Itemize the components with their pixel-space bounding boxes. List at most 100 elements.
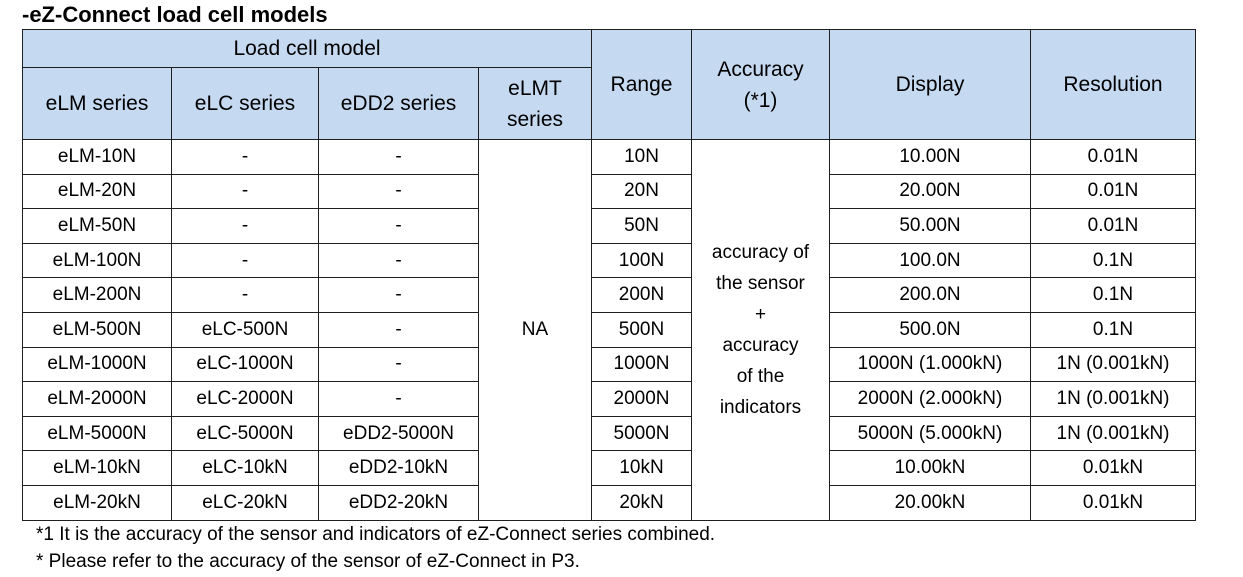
display-cell: 5000N (5.000kN): [829, 415, 1031, 452]
accuracy-line: of the: [736, 365, 785, 387]
display-cell: 2000N (2.000kN): [829, 381, 1031, 417]
elm-model-cell: eLM-20kN: [22, 484, 172, 521]
table-row: eLM-20N - - 20N 20.00N 0.01N: [22, 173, 1196, 210]
elm-series-header: eLM series: [22, 67, 172, 140]
resolution-cell: 1N (0.001kN): [1030, 346, 1196, 383]
table-row: eLM-10N - - NA 10N accuracy of the senso…: [22, 139, 1196, 521]
elc-model-cell: -: [171, 208, 319, 244]
display-cell: 1000N (1.000kN): [829, 346, 1031, 383]
elm-model-cell: eLM-100N: [22, 242, 172, 279]
accuracy-line: the sensor: [716, 272, 805, 294]
elm-model-cell: eLM-5000N: [22, 415, 172, 452]
footnote-sensor-reference: * Please refer to the accuracy of the se…: [36, 551, 580, 572]
table-row: eLM-50N - - 50N 50.00N 0.01N: [22, 208, 1196, 244]
edd2-model-cell: -: [318, 311, 479, 348]
range-cell: 500N: [591, 311, 692, 348]
elc-model-cell: eLC-20kN: [171, 484, 319, 521]
elc-model-cell: -: [171, 173, 319, 210]
display-cell: 20.00kN: [829, 484, 1031, 521]
footnotes: *1 It is the accuracy of the sensor and …: [36, 521, 715, 575]
edd2-model-cell: eDD2-5000N: [318, 415, 479, 452]
elmt-value-cell: NA: [478, 139, 592, 521]
range-cell: 10kN: [591, 450, 692, 486]
display-cell: 200.0N: [829, 277, 1031, 313]
accuracy-note-cell: accuracy of the sensor + accuracy of the…: [691, 139, 830, 521]
display-cell: 10.00N: [829, 139, 1031, 175]
elm-model-cell: eLM-500N: [22, 311, 172, 348]
range-cell: 100N: [591, 242, 692, 279]
elc-model-cell: -: [171, 139, 319, 175]
elm-model-cell: eLM-20N: [22, 173, 172, 210]
resolution-cell: 0.01N: [1030, 208, 1196, 244]
range-header: Range: [591, 29, 692, 140]
elmt-header-line1: eLMT: [508, 76, 562, 100]
edd2-model-cell: -: [318, 208, 479, 244]
edd2-model-cell: -: [318, 346, 479, 383]
edd2-model-cell: eDD2-20kN: [318, 484, 479, 521]
elm-model-cell: eLM-10N: [22, 139, 172, 175]
elm-model-cell: eLM-200N: [22, 277, 172, 313]
table-row: eLM-2000N eLC-2000N - 2000N 2000N (2.000…: [22, 381, 1196, 417]
accuracy-line: +: [754, 303, 767, 325]
range-cell: 1000N: [591, 346, 692, 383]
footnote-accuracy: *1 It is the accuracy of the sensor and …: [36, 524, 716, 545]
range-cell: 50N: [591, 208, 692, 244]
elm-model-cell: eLM-50N: [22, 208, 172, 244]
elc-model-cell: eLC-2000N: [171, 381, 319, 417]
load-cell-spec-table: Load cell model Range Accuracy (*1) Disp…: [22, 29, 1196, 521]
edd2-model-cell: eDD2-10kN: [318, 450, 479, 486]
resolution-header: Resolution: [1030, 29, 1196, 140]
elm-model-cell: eLM-2000N: [22, 381, 172, 417]
resolution-cell: 0.01kN: [1030, 450, 1196, 486]
resolution-cell: 0.01kN: [1030, 484, 1196, 521]
display-cell: 100.0N: [829, 242, 1031, 279]
elm-model-cell: eLM-1000N: [22, 346, 172, 383]
elc-model-cell: eLC-5000N: [171, 415, 319, 452]
display-cell: 20.00N: [829, 173, 1031, 210]
resolution-cell: 0.1N: [1030, 311, 1196, 348]
table-row: eLM-10kN eLC-10kN eDD2-10kN 10kN 10.00kN…: [22, 450, 1196, 486]
edd2-model-cell: -: [318, 381, 479, 417]
page-title: -eZ-Connect load cell models: [22, 2, 328, 27]
accuracy-line: accuracy of: [711, 241, 810, 263]
table-row: eLM-200N - - 200N 200.0N 0.1N: [22, 277, 1196, 313]
table-row: eLM-1000N eLC-1000N - 1000N 1000N (1.000…: [22, 346, 1196, 383]
elm-model-cell: eLM-10kN: [22, 450, 172, 486]
range-cell: 200N: [591, 277, 692, 313]
table-row: eLM-5000N eLC-5000N eDD2-5000N 5000N 500…: [22, 415, 1196, 452]
resolution-cell: 0.1N: [1030, 277, 1196, 313]
range-cell: 5000N: [591, 415, 692, 452]
accuracy-header-line2: (*1): [743, 88, 778, 112]
resolution-cell: 1N (0.001kN): [1030, 381, 1196, 417]
accuracy-header-line1: Accuracy: [717, 57, 804, 81]
resolution-cell: 0.01N: [1030, 173, 1196, 210]
range-cell: 20kN: [591, 484, 692, 521]
load-cell-model-group-header: Load cell model: [22, 29, 592, 68]
resolution-cell: 0.1N: [1030, 242, 1196, 279]
elc-series-header: eLC series: [171, 67, 319, 140]
elc-model-cell: -: [171, 242, 319, 279]
resolution-cell: 0.01N: [1030, 139, 1196, 175]
edd2-model-cell: -: [318, 242, 479, 279]
accuracy-line: indicators: [719, 396, 802, 418]
range-cell: 20N: [591, 173, 692, 210]
edd2-model-cell: -: [318, 139, 479, 175]
elmt-header-line2: series: [506, 107, 564, 131]
table-row: eLM-20kN eLC-20kN eDD2-20kN 20kN 20.00kN…: [22, 484, 1196, 521]
table-row: eLM-500N eLC-500N - 500N 500.0N 0.1N: [22, 311, 1196, 348]
edd2-model-cell: -: [318, 277, 479, 313]
elc-model-cell: eLC-10kN: [171, 450, 319, 486]
resolution-cell: 1N (0.001kN): [1030, 415, 1196, 452]
display-cell: 10.00kN: [829, 450, 1031, 486]
elc-model-cell: -: [171, 277, 319, 313]
accuracy-header: Accuracy (*1): [691, 29, 830, 140]
edd2-series-header: eDD2 series: [318, 67, 479, 140]
range-cell: 10N: [591, 139, 692, 175]
display-cell: 500.0N: [829, 311, 1031, 348]
display-cell: 50.00N: [829, 208, 1031, 244]
accuracy-line: accuracy: [722, 334, 799, 356]
range-cell: 2000N: [591, 381, 692, 417]
edd2-model-cell: -: [318, 173, 479, 210]
elc-model-cell: eLC-1000N: [171, 346, 319, 383]
elmt-series-header: eLMT series: [478, 67, 592, 140]
